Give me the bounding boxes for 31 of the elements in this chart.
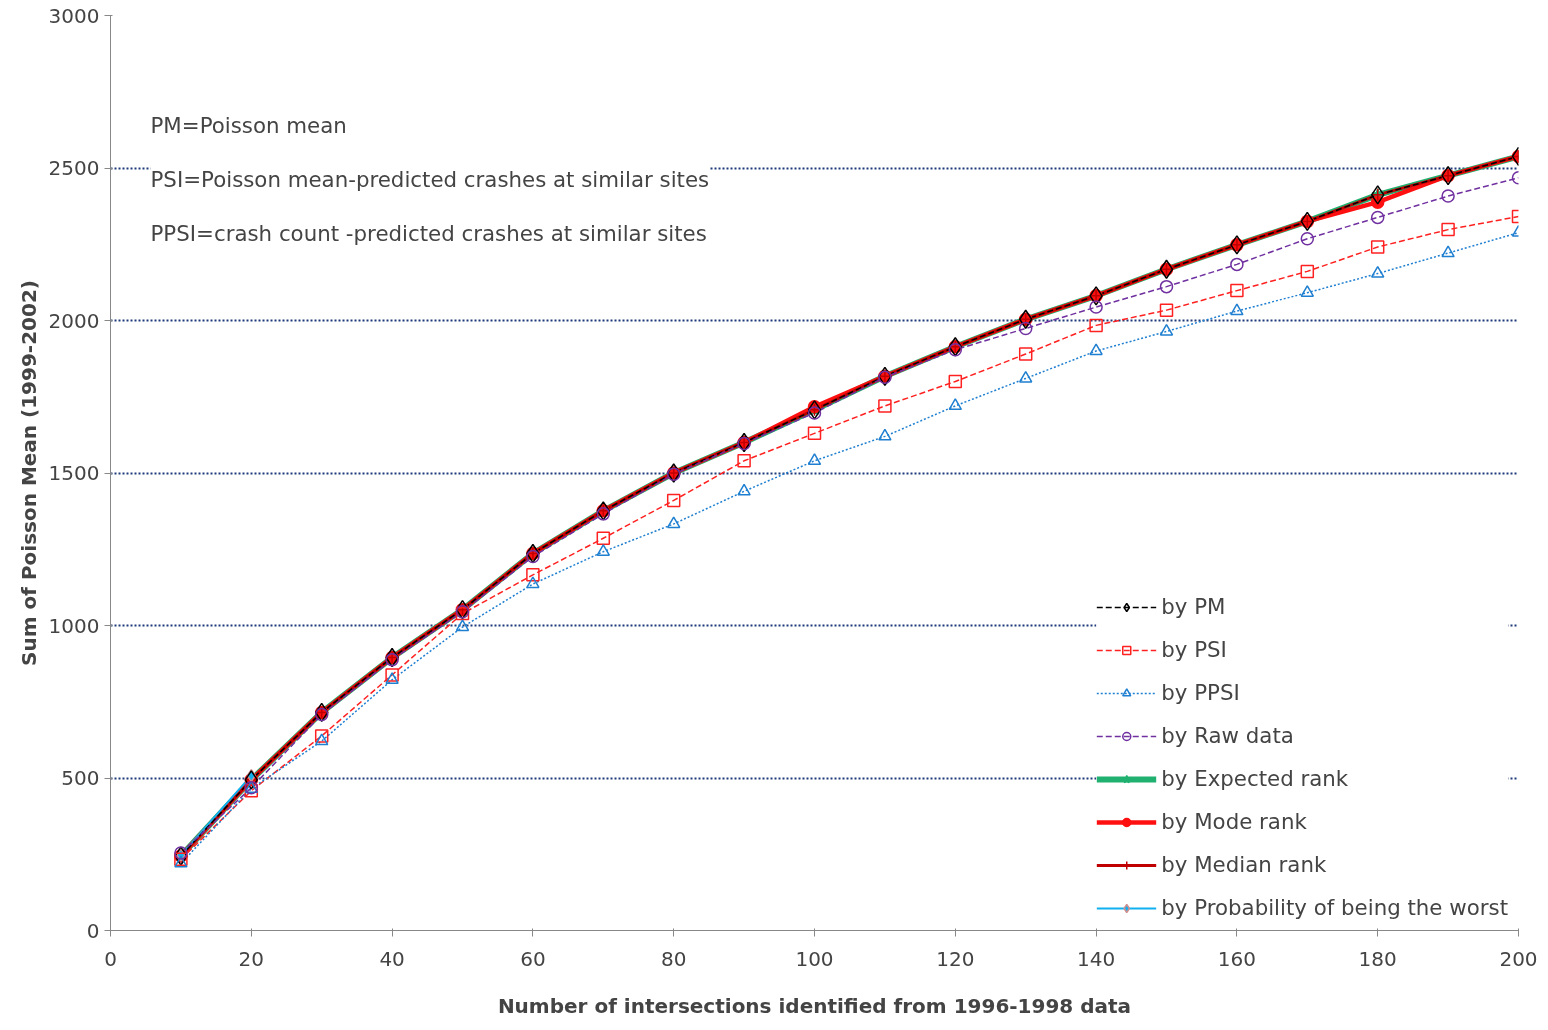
legend-label: by PPSI bbox=[1161, 680, 1240, 705]
y-tick-label: 2000 bbox=[48, 308, 100, 333]
legend-label: by PSI bbox=[1161, 637, 1227, 662]
annotation: PM=Poisson mean bbox=[150, 113, 347, 138]
x-tick-label: 60 bbox=[520, 946, 546, 971]
x-tick-label: 20 bbox=[238, 946, 265, 971]
x-tick-label: 140 bbox=[1077, 946, 1116, 971]
x-tick-label: 0 bbox=[104, 946, 117, 971]
x-tick-label: 120 bbox=[936, 946, 975, 971]
y-tick-label: 0 bbox=[86, 918, 100, 943]
legend-label: by Raw data bbox=[1161, 723, 1294, 748]
y-tick-label: 1000 bbox=[48, 613, 100, 638]
legend-label: by Mode rank bbox=[1161, 809, 1307, 834]
x-tick-label: 200 bbox=[1499, 946, 1538, 971]
y-tick-label: 2500 bbox=[48, 156, 100, 180]
y-tick-label: 1500 bbox=[48, 461, 100, 485]
x-tick-label: 180 bbox=[1358, 946, 1397, 971]
y-tick-label: 3000 bbox=[48, 3, 100, 28]
legend-label: by Expected rank bbox=[1161, 766, 1349, 791]
y-tick-label: 500 bbox=[61, 766, 100, 790]
x-tick-label: 80 bbox=[660, 946, 687, 971]
legend-label: by PM bbox=[1161, 594, 1226, 619]
x-tick-label: 40 bbox=[379, 946, 405, 971]
legend-label: by Median rank bbox=[1161, 852, 1327, 877]
legend-label: by Probability of being the worst bbox=[1161, 895, 1508, 920]
x-tick-label: 160 bbox=[1217, 946, 1256, 971]
annotation: PPSI=crash count -predicted crashes at similar sites bbox=[150, 221, 707, 246]
x-axis-title: Number of intersections identified from 1996-1998 data bbox=[497, 993, 1132, 1018]
y-axis-title: Sum of Poisson Mean (1999-2002) bbox=[16, 280, 41, 666]
x-tick-label: 100 bbox=[795, 946, 834, 971]
annotation: PSI=Poisson mean-predicted crashes at similar sites bbox=[150, 167, 710, 192]
